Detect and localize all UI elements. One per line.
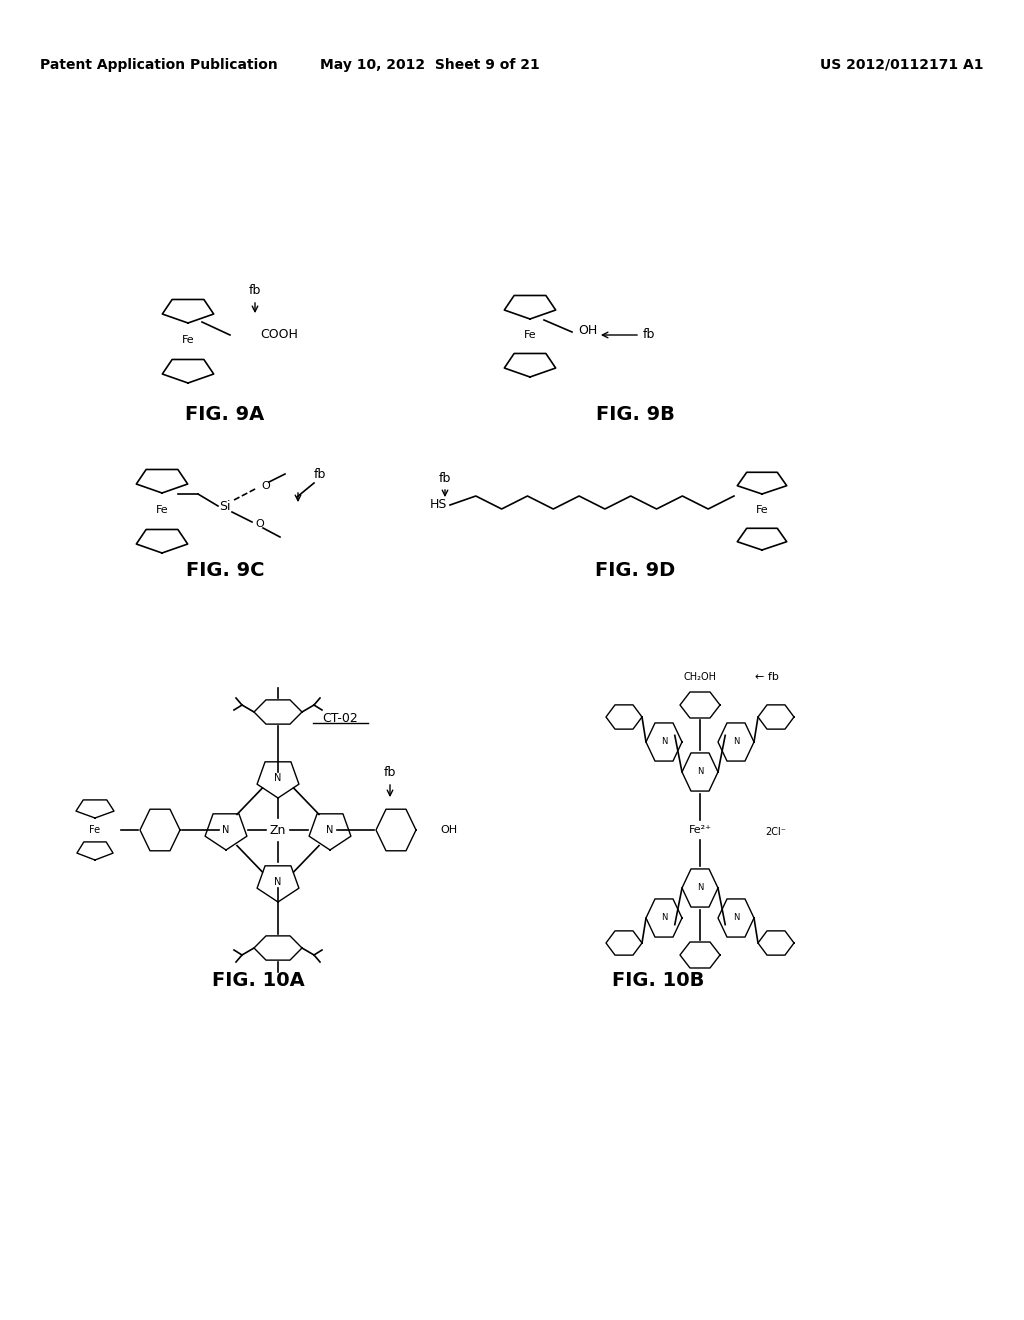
Text: May 10, 2012  Sheet 9 of 21: May 10, 2012 Sheet 9 of 21 (321, 58, 540, 73)
Text: US 2012/0112171 A1: US 2012/0112171 A1 (820, 58, 984, 73)
Text: fb: fb (384, 766, 396, 779)
Text: N: N (274, 774, 282, 783)
Text: FIG. 9D: FIG. 9D (595, 561, 675, 579)
Text: N: N (733, 738, 739, 747)
Text: FIG. 9A: FIG. 9A (185, 405, 264, 425)
Text: FIG. 9B: FIG. 9B (596, 405, 675, 425)
Text: O: O (255, 519, 264, 529)
Text: CT-02: CT-02 (323, 711, 357, 725)
Text: fb: fb (643, 329, 655, 342)
Text: HS: HS (430, 499, 447, 511)
Text: fb: fb (439, 471, 452, 484)
Text: 2Cl⁻: 2Cl⁻ (765, 828, 785, 837)
Text: OH: OH (578, 323, 597, 337)
Text: OH: OH (440, 825, 457, 836)
Text: N: N (274, 876, 282, 887)
Text: FIG. 10A: FIG. 10A (212, 970, 304, 990)
Text: COOH: COOH (260, 329, 298, 342)
Text: Zn: Zn (269, 824, 286, 837)
Text: N: N (733, 913, 739, 923)
Text: Fe²⁺: Fe²⁺ (688, 825, 712, 836)
Text: Patent Application Publication: Patent Application Publication (40, 58, 278, 73)
Text: Fe: Fe (756, 506, 768, 515)
Text: N: N (660, 913, 668, 923)
Text: CH₂OH: CH₂OH (683, 672, 717, 682)
Text: FIG. 10B: FIG. 10B (611, 970, 705, 990)
Text: N: N (696, 767, 703, 776)
Text: fb: fb (313, 469, 327, 482)
Text: Si: Si (219, 499, 230, 512)
Text: N: N (696, 883, 703, 892)
Text: fb: fb (249, 284, 261, 297)
Text: N: N (222, 825, 229, 836)
Text: Fe: Fe (156, 506, 168, 515)
Text: FIG. 9C: FIG. 9C (185, 561, 264, 579)
Text: ← fb: ← fb (755, 672, 779, 682)
Text: O: O (261, 480, 269, 491)
Text: Fe: Fe (181, 335, 195, 345)
Text: N: N (327, 825, 334, 836)
Text: N: N (660, 738, 668, 747)
Text: Fe: Fe (89, 825, 100, 836)
Text: Fe: Fe (523, 330, 537, 341)
